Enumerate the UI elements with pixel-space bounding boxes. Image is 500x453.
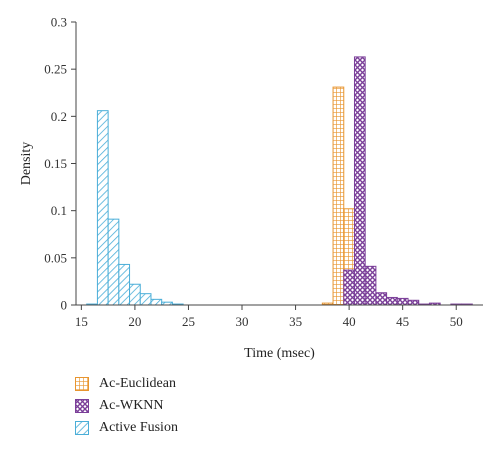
x-tick-label: 40 bbox=[343, 314, 356, 329]
legend-swatch-ac-wknn bbox=[75, 399, 89, 413]
y-tick-label: 0.25 bbox=[44, 62, 67, 77]
x-tick-label: 15 bbox=[75, 314, 88, 329]
legend-item-ac-wknn: Ac-WKNN bbox=[75, 395, 178, 417]
y-axis-title: Density bbox=[19, 142, 34, 186]
bar-active-fusion bbox=[150, 298, 163, 306]
legend-item-active-fusion: Active Fusion bbox=[75, 417, 178, 439]
bar-ac-wknn bbox=[386, 296, 398, 306]
chart-legend: Ac-Euclidean Ac-WKNN Active Fusion bbox=[75, 373, 178, 439]
bar-ac-wknn bbox=[364, 265, 377, 306]
bar-ac-wknn bbox=[343, 269, 355, 306]
bar-ac-wknn bbox=[407, 299, 420, 306]
axes-layer: 0 0.05 0.1 0.15 0.2 0.25 0.3 15 20 25 30 35 40 45 50 bbox=[44, 15, 483, 329]
bar-active-fusion bbox=[139, 293, 152, 306]
series-ac-wknn bbox=[343, 56, 473, 306]
legend-label-active-fusion: Active Fusion bbox=[99, 420, 178, 435]
bars-layer bbox=[86, 56, 473, 306]
x-tick-label: 25 bbox=[182, 314, 195, 329]
x-tick-label: 50 bbox=[450, 314, 463, 329]
x-tick-label: 20 bbox=[128, 314, 141, 329]
bar-active-fusion bbox=[118, 263, 131, 306]
density-histogram-chart: 0 0.05 0.1 0.15 0.2 0.25 0.3 15 20 25 30 35 40 45 50 T… bbox=[19, 15, 483, 361]
legend-item-ac-euclidean: Ac-Euclidean bbox=[75, 373, 178, 395]
y-tick-label: 0 bbox=[61, 298, 68, 313]
y-tick-label: 0.2 bbox=[51, 109, 67, 124]
bar-ac-wknn bbox=[375, 292, 388, 306]
legend-swatch-active-fusion bbox=[75, 421, 89, 435]
series-active-fusion bbox=[86, 110, 184, 306]
y-tick-label: 0.3 bbox=[51, 15, 67, 30]
y-tick-label: 0.05 bbox=[44, 250, 67, 265]
bar-active-fusion bbox=[107, 218, 120, 306]
bar-ac-wknn bbox=[353, 56, 366, 306]
y-tick-label: 0.1 bbox=[51, 203, 67, 218]
y-tick-label: 0.15 bbox=[44, 156, 67, 171]
legend-label-ac-euclidean: Ac-Euclidean bbox=[99, 376, 176, 391]
x-tick-label: 30 bbox=[236, 314, 249, 329]
bar-ac-euclidean bbox=[332, 86, 345, 306]
x-tick-label: 45 bbox=[396, 314, 409, 329]
bar-ac-wknn bbox=[396, 297, 409, 306]
bar-active-fusion bbox=[129, 283, 141, 306]
bar-active-fusion bbox=[96, 110, 109, 306]
x-axis-title: Time (msec) bbox=[244, 346, 315, 361]
x-tick-label: 35 bbox=[289, 314, 302, 329]
legend-label-ac-wknn: Ac-WKNN bbox=[99, 398, 164, 413]
legend-swatch-ac-euclidean bbox=[75, 377, 89, 391]
